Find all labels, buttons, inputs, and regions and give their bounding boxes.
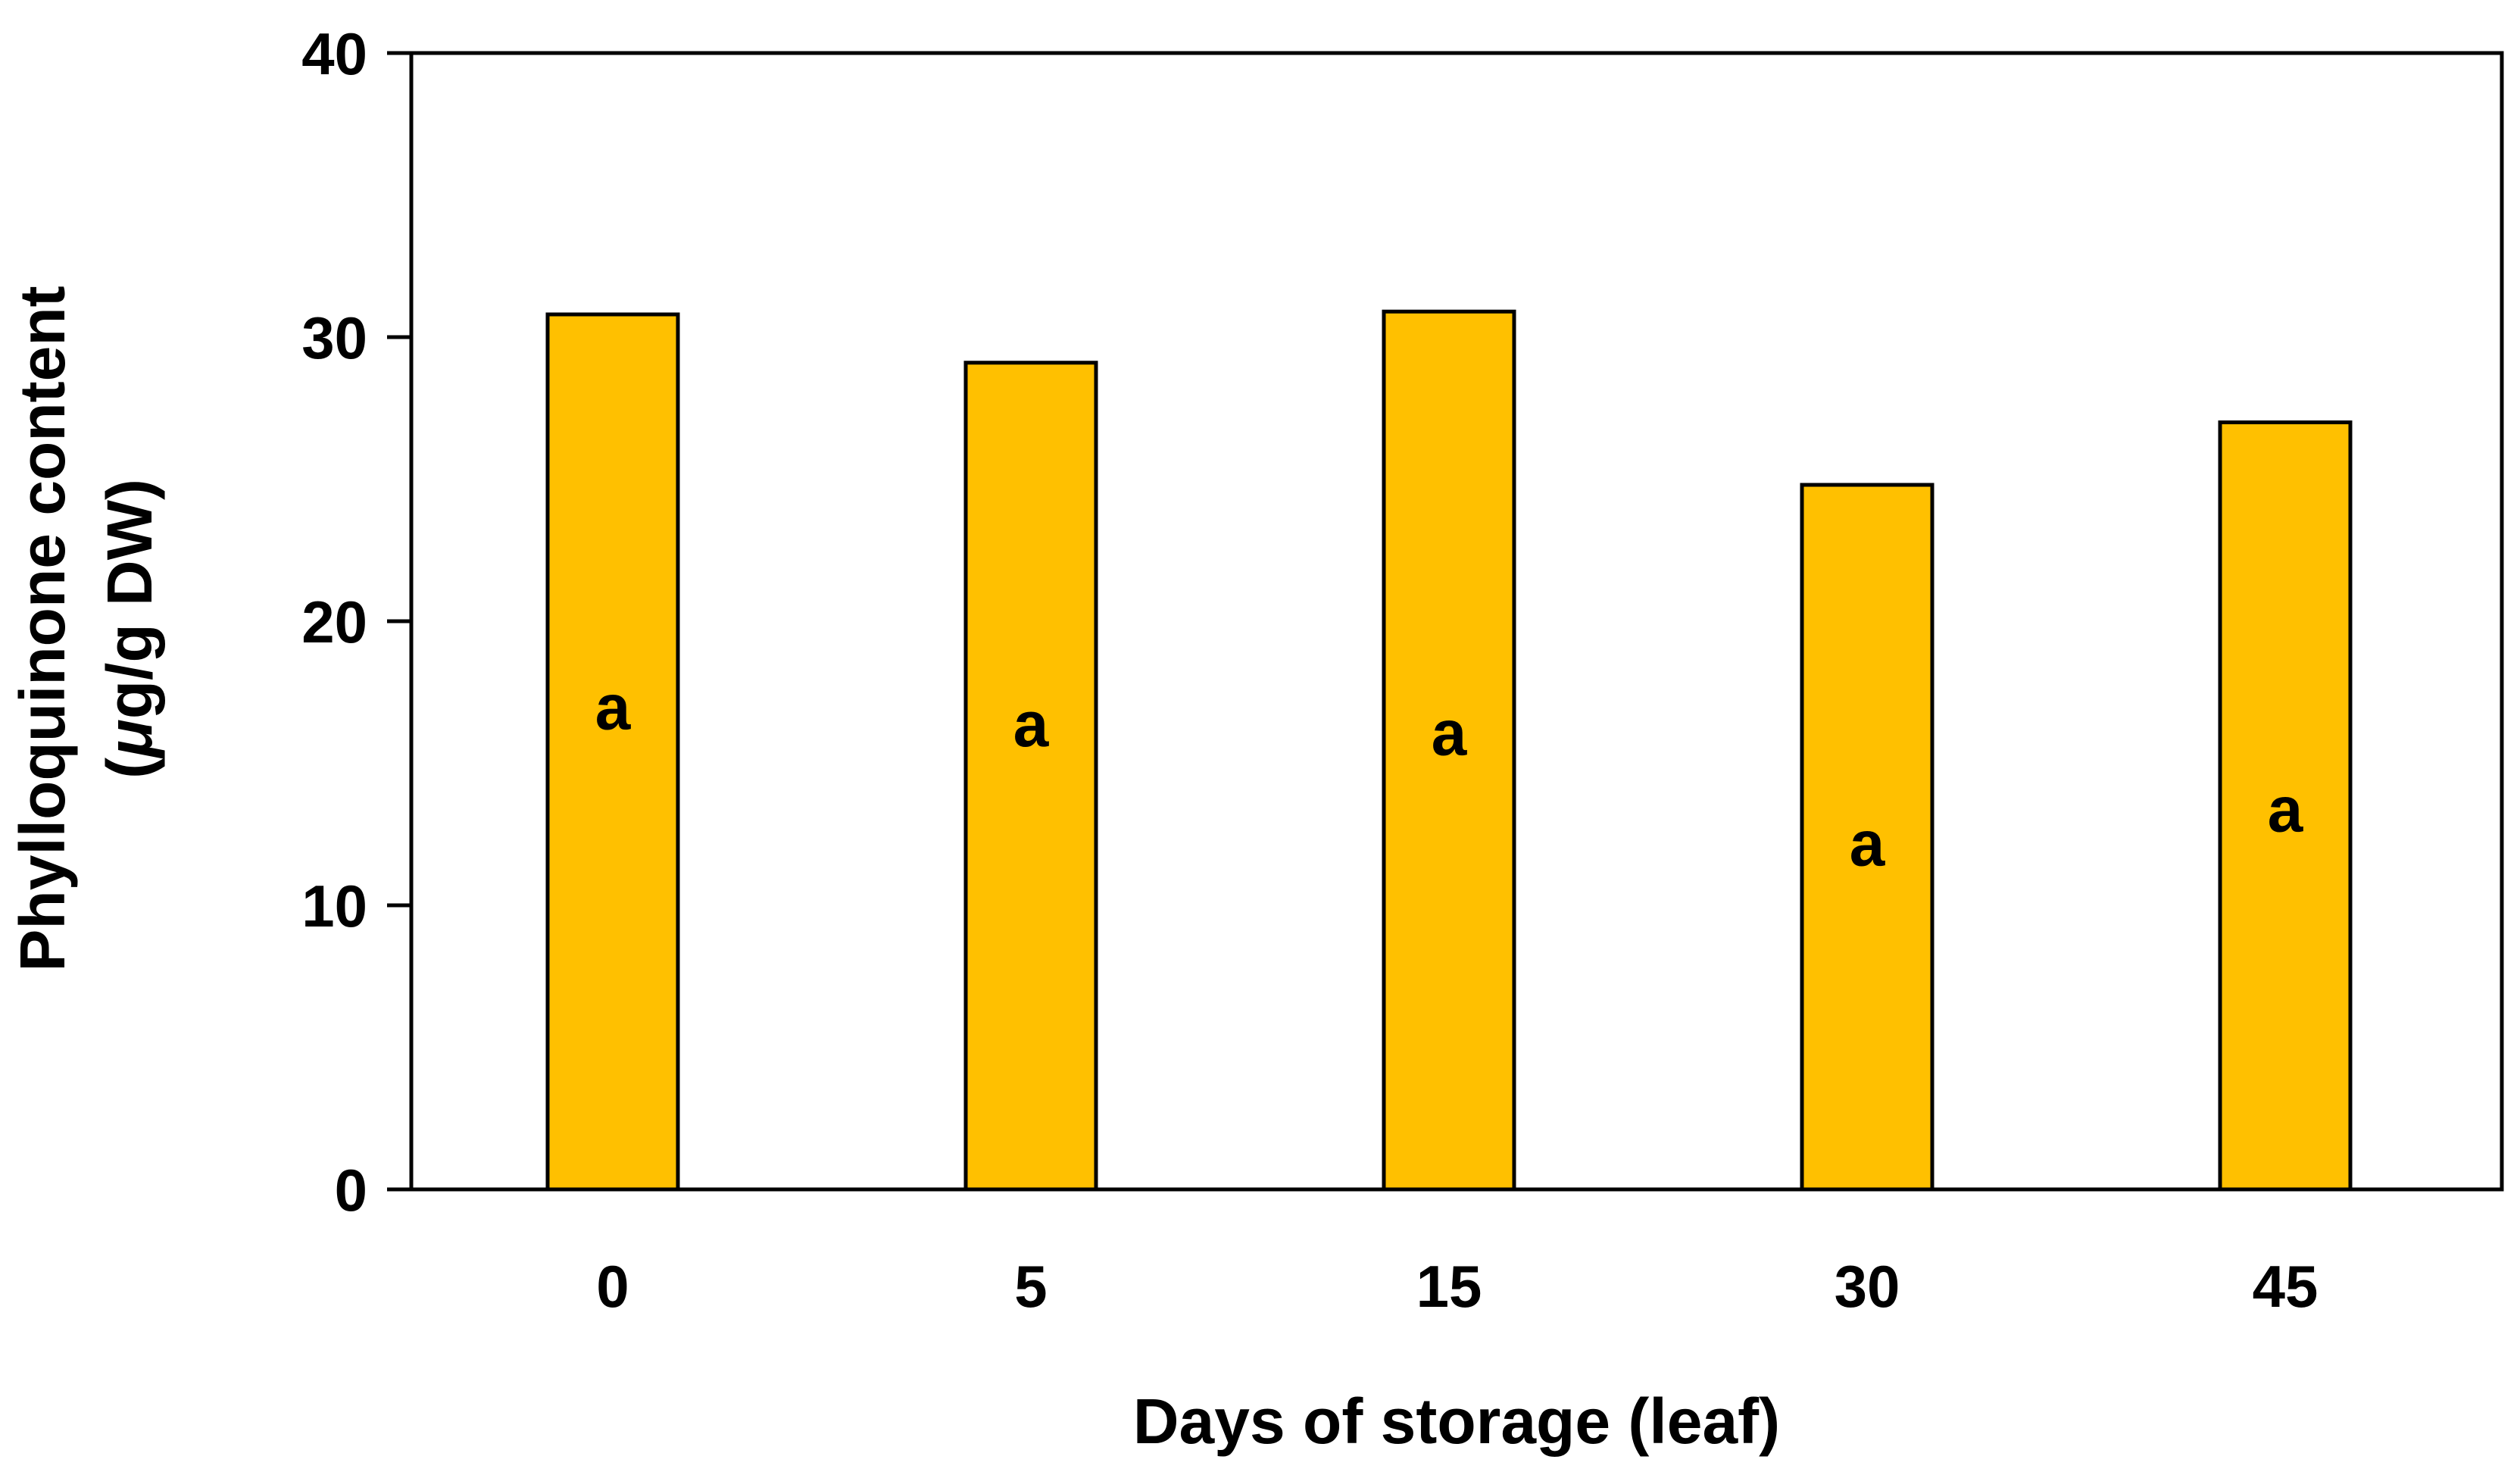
y-tick-label: 40 [301, 20, 367, 87]
y-tick-label: 30 [301, 305, 367, 371]
y-tick-label: 0 [335, 1157, 367, 1223]
x-tick-label: 30 [1835, 1253, 1900, 1320]
bar-letter-label: a [2268, 774, 2304, 845]
bars-layer [545, 309, 2353, 1192]
x-tick-label: 15 [1416, 1253, 1482, 1320]
x-axis: 0 5 15 30 45 [596, 1253, 2318, 1320]
y-axis-title-paren: ( [94, 758, 165, 779]
bar-30 [1800, 483, 1934, 1192]
y-tick-label: 20 [301, 589, 367, 655]
y-axis: 0 10 20 30 40 [301, 20, 411, 1223]
y-tick-label: 10 [301, 873, 367, 939]
bar-letter-label: a [595, 672, 632, 743]
bar-letter-label: a [1013, 689, 1050, 760]
bar-letter-labels: a a a a a [595, 672, 2304, 880]
y-axis-title-line2: (μg/g DW) [94, 479, 165, 779]
x-axis-title: Days of storage (leaf) [1133, 1386, 1780, 1457]
bar-5 [963, 361, 1098, 1192]
x-tick-label: 0 [596, 1253, 629, 1320]
bar-letter-label: a [1432, 697, 1468, 768]
bar-0 [545, 312, 680, 1192]
x-tick-label: 5 [1014, 1253, 1047, 1320]
bar-15 [1382, 309, 1516, 1192]
y-axis-title-line1: Phylloquinone content [7, 286, 78, 971]
x-tick-label: 45 [2253, 1253, 2319, 1320]
y-axis-title-unit: g/g DW) [94, 479, 165, 719]
y-axis-title-mu: μ [94, 719, 165, 759]
bar-letter-label: a [1850, 808, 1886, 880]
